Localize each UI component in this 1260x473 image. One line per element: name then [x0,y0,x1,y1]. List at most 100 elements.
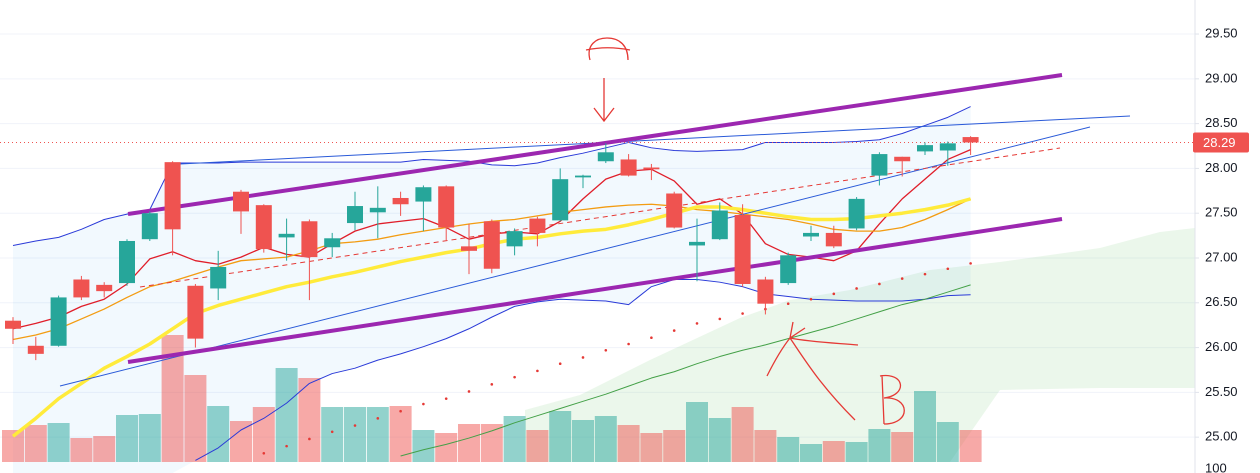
sar-dot [832,292,836,296]
volume-bar [914,391,936,462]
y-tick-label: 27.50 [1205,205,1238,220]
candle-body [278,233,295,238]
volume-bars [2,335,982,462]
y-tick-label: 25.00 [1205,429,1238,444]
sar-dot [809,297,813,301]
sar-dot [399,409,402,413]
candle-body [597,152,614,162]
drawings [59,73,1131,387]
band-fill [13,106,971,473]
volume-bar [275,368,298,462]
sar-dot [558,362,562,366]
volume-bar [412,430,435,462]
candle-body [780,255,797,284]
sar-dot [513,375,516,379]
volume-bar [344,407,366,462]
candle-body [461,246,477,251]
volume-bar [822,441,845,462]
sar-dot [444,397,448,400]
volume-bar [754,430,777,462]
sar-dot [376,417,380,420]
ma-line [400,284,971,457]
sar-dot [650,336,653,340]
y-tick-label: 29.50 [1205,25,1238,40]
sar-dot [581,356,585,359]
candle-body [506,231,523,247]
candle-body [27,345,44,354]
candle-body [620,159,637,176]
sar-dot [262,451,266,455]
volume-bar [435,433,458,462]
sar-dot [695,322,699,325]
sketch-b [879,374,905,425]
candle-body [803,232,819,237]
channel-line [127,73,1063,216]
volume-bar [549,411,572,462]
volume-bar [47,423,70,462]
sketch-arrow-up [766,321,859,421]
sar-dot [422,402,425,406]
candle-body [939,143,956,151]
grid [0,33,1195,438]
volume-bar [366,407,389,462]
candle-body [917,145,933,152]
volume-bar [389,406,412,462]
sar-dot [741,312,744,315]
volume-bar [161,335,184,462]
volume-bar [868,429,891,462]
volume-bar [458,424,480,462]
candle-body [324,238,341,248]
volume-bar [230,421,252,462]
candle-body [734,215,751,284]
volume-bar [298,378,321,462]
volume-bar [708,418,731,462]
candle-body [50,297,67,346]
sar-dot [490,383,494,386]
sketch-a [585,37,631,61]
candle-body [848,198,865,229]
candle-body [141,213,158,240]
sar-dot [718,317,722,321]
handwriting [585,37,905,425]
candle-body [415,187,432,202]
candle-body [119,240,135,284]
sar-dot [900,277,904,280]
sar-dot [923,272,927,276]
y-tick-label: 25.50 [1205,384,1238,399]
candle-body [711,210,728,240]
trend-line [59,126,1091,387]
band-lower [195,279,971,461]
volume-bar [480,424,503,462]
sar-dot [672,329,676,332]
sar-dot [285,444,288,448]
volume-bar [663,430,686,462]
volume-bar [116,415,138,462]
candle-body [187,285,204,339]
candle-body [5,320,21,329]
sketch-arrow-down [593,78,615,123]
candle-body [301,221,318,258]
volume-bar [731,407,754,462]
y-tick-label: 26.00 [1205,339,1238,354]
candle-body [392,197,409,205]
last-price-label: 28.29 [1203,135,1236,150]
volume-bar [2,430,24,462]
candle-body [962,137,979,143]
volume-bar [138,414,161,462]
volume-bar [640,433,663,462]
candle-body [894,156,911,162]
candle-body [552,179,569,221]
sar-dot [878,282,881,286]
trend-line [179,115,1131,165]
volume-bar [321,407,344,462]
sar-dot [969,262,972,265]
volume-bar [845,442,868,462]
price-axis: 25.00 25.50 26.00 26.50 27.00 27.50 28.00 28.50… [1193,25,1249,444]
sar-dot [604,348,608,352]
candle-body [643,167,660,170]
sar-dot [855,287,858,290]
volume-bar [572,420,594,462]
y-tick-label: 29.00 [1205,70,1238,85]
